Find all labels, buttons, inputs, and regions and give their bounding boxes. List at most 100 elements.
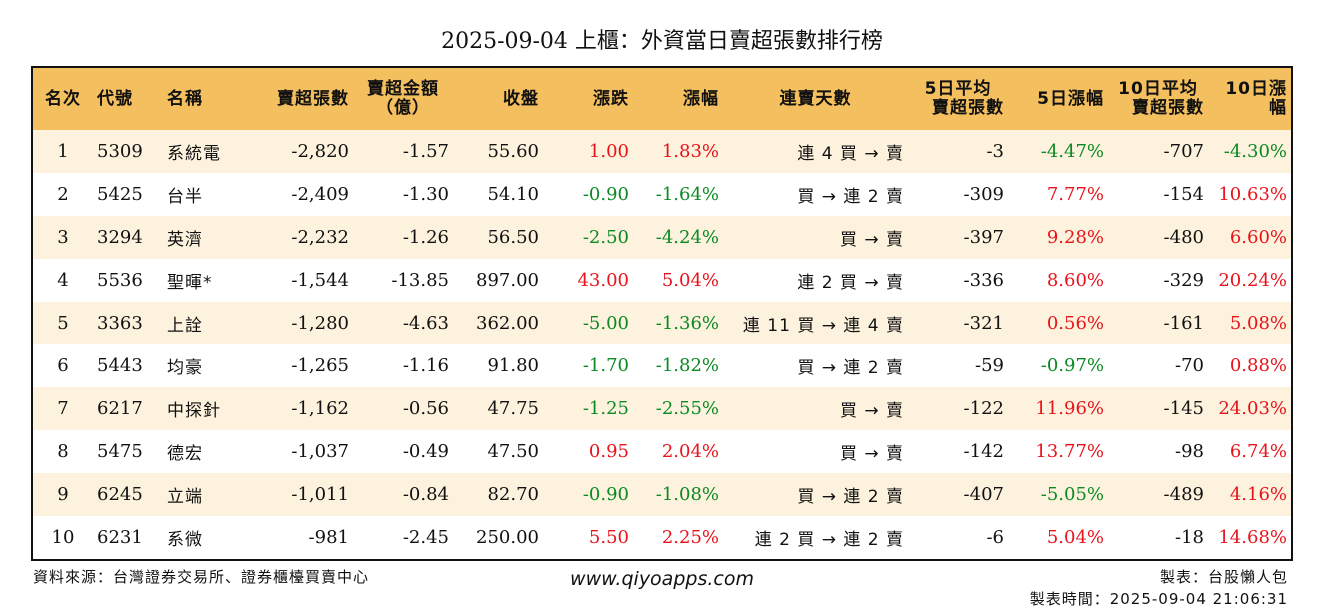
cell-amount: -0.84 bbox=[402, 484, 449, 506]
header-code: 代號 bbox=[97, 88, 133, 109]
cell-close: 91.80 bbox=[487, 355, 539, 377]
cell-close: 47.50 bbox=[487, 441, 539, 463]
cell-pct: 2.25% bbox=[661, 526, 719, 548]
header-amount-line2: （億） bbox=[376, 98, 430, 118]
cell-rank: 7 bbox=[57, 398, 69, 420]
header-name: 名稱 bbox=[167, 88, 203, 109]
cell-rank: 9 bbox=[57, 484, 69, 506]
cell-net-sell: -1,162 bbox=[291, 398, 349, 420]
header-avg5: 5日平均 賣超張數 bbox=[908, 68, 1008, 130]
cell-code: 6245 bbox=[97, 484, 143, 506]
cell-name: 德宏 bbox=[167, 444, 203, 465]
cell-avg5: -3 bbox=[986, 140, 1004, 162]
header-rank: 名次 bbox=[45, 88, 81, 109]
cell-net-sell: -1,037 bbox=[291, 441, 349, 463]
cell-avg10: -480 bbox=[1163, 226, 1204, 248]
header-change: 漲跌 bbox=[593, 88, 629, 109]
table-body: 1 5309 系統電 -2,820 -1.57 55.60 1.00 1.83%… bbox=[33, 130, 1291, 559]
header-amount: 賣超金額 （億） bbox=[353, 68, 453, 130]
cell-close: 250.00 bbox=[476, 526, 539, 548]
header-streak: 連賣天數 bbox=[779, 88, 852, 109]
cell-name: 上詮 bbox=[167, 315, 203, 336]
cell-net-sell: -1,011 bbox=[291, 484, 349, 506]
cell-streak: 買 → 賣 bbox=[839, 401, 904, 422]
cell-code: 5443 bbox=[97, 355, 143, 377]
cell-amount: -4.63 bbox=[402, 312, 449, 334]
cell-change: 43.00 bbox=[577, 269, 629, 291]
cell-amount: -0.49 bbox=[402, 441, 449, 463]
table-row: 2 5425 台半 -2,409 -1.30 54.10 -0.90 -1.64… bbox=[33, 172, 1291, 216]
header-avg10: 10日平均 賣超張數 bbox=[1108, 68, 1208, 130]
cell-pct: 5.04% bbox=[661, 269, 719, 291]
cell-avg10: -70 bbox=[1175, 355, 1204, 377]
cell-rank: 8 bbox=[57, 441, 69, 463]
cell-pct: -2.55% bbox=[655, 398, 719, 420]
ranking-table: 名次 代號 名稱 賣超張數 賣超金額 （億） 收盤 漲跌 漲幅 連賣天數 5日平… bbox=[33, 68, 1291, 559]
cell-pct: -1.82% bbox=[655, 355, 719, 377]
cell-code: 5309 bbox=[97, 140, 143, 162]
cell-avg10: -489 bbox=[1163, 484, 1204, 506]
cell-rank: 4 bbox=[57, 269, 69, 291]
cell-close: 82.70 bbox=[487, 484, 539, 506]
cell-code: 5475 bbox=[97, 441, 143, 463]
cell-avg10: -98 bbox=[1175, 441, 1204, 463]
cell-avg10: -707 bbox=[1163, 140, 1204, 162]
cell-close: 897.00 bbox=[476, 269, 539, 291]
cell-close: 54.10 bbox=[487, 183, 539, 205]
cell-streak: 買 → 賣 bbox=[839, 444, 904, 465]
cell-pct: 2.04% bbox=[661, 441, 719, 463]
cell-close: 362.00 bbox=[476, 312, 539, 334]
cell-amount: -13.85 bbox=[391, 269, 449, 291]
cell-streak: 連 11 買 → 連 4 賣 bbox=[742, 315, 904, 336]
cell-net-sell: -2,232 bbox=[291, 226, 349, 248]
header-pct10: 10日漲幅 bbox=[1225, 79, 1287, 118]
cell-change: -5.00 bbox=[582, 312, 629, 334]
cell-code: 6217 bbox=[97, 398, 143, 420]
cell-pct: -1.36% bbox=[655, 312, 719, 334]
header-amount-line1: 賣超金額 bbox=[367, 79, 439, 99]
cell-streak: 買 → 賣 bbox=[839, 229, 904, 250]
cell-pct10: 6.74% bbox=[1229, 441, 1287, 463]
made-time: 製表時間：2025-09-04 21:06:31 bbox=[1029, 590, 1288, 608]
cell-name: 聖暉* bbox=[167, 272, 213, 293]
cell-pct5: 8.60% bbox=[1046, 269, 1104, 291]
page-title: 2025-09-04 上櫃：外資當日賣超張數排行榜 bbox=[441, 29, 883, 54]
cell-change: -0.90 bbox=[582, 183, 629, 205]
table-row: 3 3294 英濟 -2,232 -1.26 56.50 -2.50 -4.24… bbox=[33, 215, 1291, 259]
cell-amount: -0.56 bbox=[402, 398, 449, 420]
cell-pct10: 4.16% bbox=[1229, 484, 1287, 506]
cell-code: 5425 bbox=[97, 183, 143, 205]
cell-name: 立端 bbox=[167, 487, 203, 508]
header-avg5-line2: 賣超張數 bbox=[932, 98, 1004, 118]
cell-avg10: -161 bbox=[1163, 312, 1204, 334]
cell-amount: -1.16 bbox=[402, 355, 449, 377]
cell-pct10: 0.88% bbox=[1229, 355, 1287, 377]
cell-streak: 買 → 連 2 賣 bbox=[797, 487, 904, 508]
cell-rank: 10 bbox=[51, 526, 75, 548]
cell-pct5: 5.04% bbox=[1046, 526, 1104, 548]
cell-name: 台半 bbox=[167, 186, 203, 207]
cell-avg5: -309 bbox=[963, 183, 1004, 205]
table-row: 1 5309 系統電 -2,820 -1.57 55.60 1.00 1.83%… bbox=[33, 130, 1291, 173]
cell-change: -2.50 bbox=[582, 226, 629, 248]
cell-pct10: 10.63% bbox=[1218, 183, 1287, 205]
ranking-table-container: 名次 代號 名稱 賣超張數 賣超金額 （億） 收盤 漲跌 漲幅 連賣天數 5日平… bbox=[31, 66, 1293, 561]
cell-avg10: -154 bbox=[1163, 183, 1204, 205]
cell-change: 5.50 bbox=[588, 526, 629, 548]
cell-streak: 買 → 連 2 賣 bbox=[797, 186, 904, 207]
cell-name: 均豪 bbox=[167, 358, 203, 379]
cell-avg10: -18 bbox=[1175, 526, 1204, 548]
header-net-sell: 賣超張數 bbox=[277, 88, 349, 109]
maker-info: 製表：台股懶人包 製表時間：2025-09-04 21:06:31 bbox=[1030, 566, 1288, 610]
cell-pct10: 14.68% bbox=[1218, 526, 1287, 548]
cell-rank: 6 bbox=[57, 355, 69, 377]
header-avg10-line2: 賣超張數 bbox=[1132, 98, 1204, 118]
cell-pct5: 0.56% bbox=[1046, 312, 1104, 334]
cell-pct: -1.64% bbox=[655, 183, 719, 205]
cell-avg5: -407 bbox=[963, 484, 1004, 506]
cell-pct5: 11.96% bbox=[1035, 398, 1104, 420]
cell-change: 1.00 bbox=[588, 140, 629, 162]
cell-pct: -1.08% bbox=[655, 484, 719, 506]
cell-pct10: 20.24% bbox=[1218, 269, 1287, 291]
cell-avg5: -142 bbox=[963, 441, 1004, 463]
